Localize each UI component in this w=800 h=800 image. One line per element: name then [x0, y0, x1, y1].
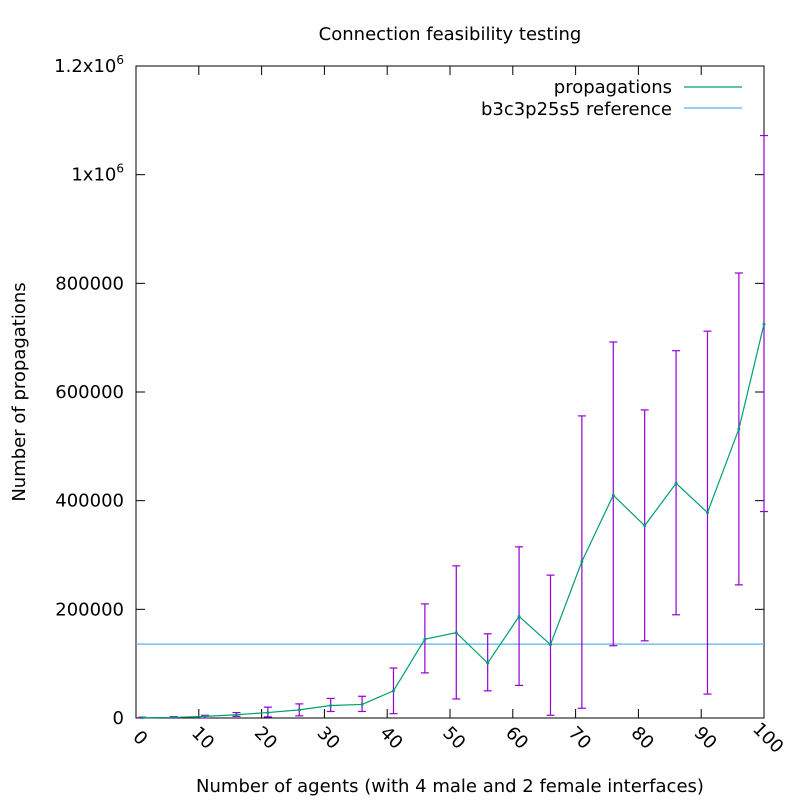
x-axis-ticks: 0 10 20 30 40 50 60 70 80 90 100	[128, 66, 787, 758]
data-point	[140, 716, 144, 720]
legend: propagations b3c3p25s5 reference	[481, 77, 742, 120]
data-point	[705, 511, 709, 515]
plot-frame	[135, 65, 765, 719]
legend-label-propagations: propagations	[554, 77, 672, 98]
data-point	[580, 560, 584, 564]
x-tick-label: 20	[250, 723, 281, 754]
data-point	[297, 708, 301, 712]
data-point	[737, 427, 741, 431]
y-axis-label: Number of propagations	[9, 282, 30, 501]
data-point	[203, 714, 207, 718]
x-axis-label: Number of agents (with 4 male and 2 fema…	[196, 776, 704, 797]
x-tick-label: 10	[187, 723, 218, 754]
data-point	[548, 643, 552, 647]
data-point	[329, 704, 333, 708]
data-point	[391, 689, 395, 693]
x-tick-label: 100	[748, 719, 787, 758]
data-point	[486, 661, 490, 665]
y-axis-ticks: 0 200000 400000 600000 800000 1x106 1.2x106	[54, 53, 764, 729]
data-point	[360, 702, 364, 706]
x-tick-label: 0	[128, 727, 151, 750]
data-point	[266, 711, 270, 715]
x-tick-label: 50	[438, 723, 469, 754]
x-tick-label: 90	[690, 723, 721, 754]
y-tick-label-exponent: 6	[116, 162, 124, 176]
x-tick-label: 80	[627, 723, 658, 754]
y-tick-label: 600000	[55, 382, 124, 403]
y-tick-label: 400000	[55, 491, 124, 512]
y-tick-label: 200000	[55, 599, 124, 620]
y-tick-label: 800000	[55, 273, 124, 294]
data-point	[611, 493, 615, 497]
data-point	[674, 481, 678, 485]
y-tick-label: 0	[113, 708, 124, 729]
data-point	[762, 322, 766, 326]
data-point	[234, 713, 238, 717]
data-point	[423, 637, 427, 641]
chart-title: Connection feasibility testing	[319, 24, 582, 45]
y-tick-label-exponent: 6	[116, 53, 124, 67]
plot-border	[135, 65, 765, 719]
x-tick-label: 40	[376, 723, 407, 754]
x-tick-label: 60	[501, 723, 532, 754]
data-point	[517, 614, 521, 618]
y-tick-label: 1x106	[71, 162, 124, 186]
data-point	[643, 524, 647, 528]
y-tick-label: 1.2x106	[54, 53, 124, 77]
propagations-line	[142, 323, 765, 719]
series-layer	[136, 134, 768, 720]
data-point	[172, 715, 176, 719]
data-point	[454, 631, 458, 635]
legend-label-reference: b3c3p25s5 reference	[481, 99, 672, 120]
x-tick-label: 70	[564, 723, 595, 754]
x-tick-label: 30	[313, 723, 344, 754]
